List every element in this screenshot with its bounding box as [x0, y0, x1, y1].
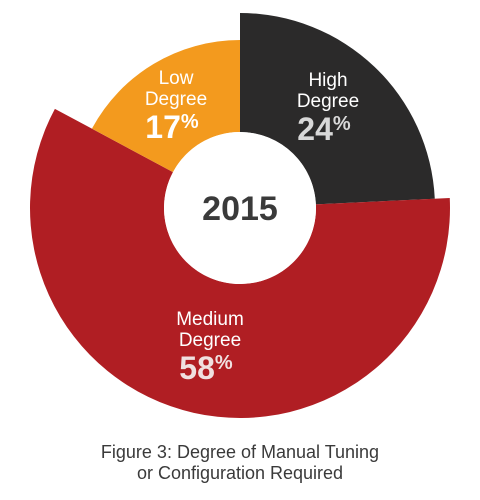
slice-high	[240, 13, 435, 205]
slice-label-low-line1: Low	[159, 68, 194, 89]
slice-label-low-line2: Degree	[145, 89, 207, 110]
slice-low	[91, 40, 240, 173]
slice-label-medium-line1: Medium	[176, 309, 244, 330]
caption-line-1: Figure 3: Degree of Manual Tuning	[100, 442, 380, 462]
caption-line-2: or Configuration Required	[136, 463, 344, 483]
slice-value-low: 17%	[145, 109, 199, 145]
donut-center	[164, 132, 316, 284]
center-year-label: 2015	[202, 190, 278, 228]
slice-medium	[29, 108, 450, 419]
slice-label-medium-line2: Degree	[179, 330, 241, 351]
donut-chart: 2015HighDegree24%MediumDegree58%LowDegre…	[29, 13, 450, 419]
figure-caption: Figure 3: Degree of Manual Tuning or Con…	[0, 442, 480, 484]
slice-label-high-line2: Degree	[297, 91, 359, 112]
slice-label-high-line1: High	[308, 70, 347, 91]
